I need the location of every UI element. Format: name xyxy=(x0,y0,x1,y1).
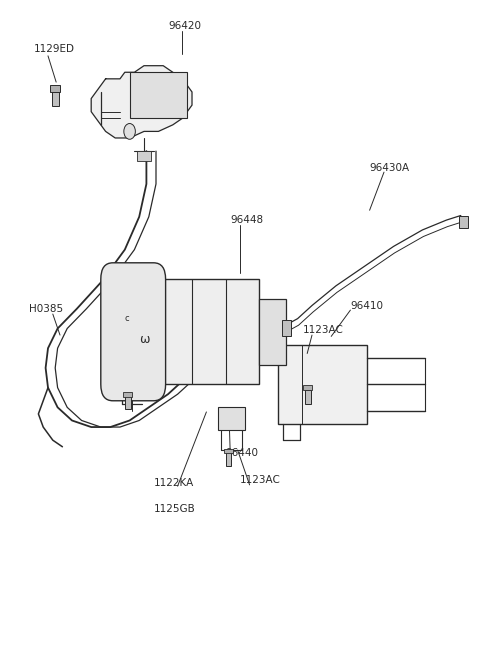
Text: 96410: 96410 xyxy=(350,300,384,311)
Bar xyxy=(226,452,231,466)
Bar xyxy=(50,85,60,92)
Text: H0385: H0385 xyxy=(29,304,63,314)
Text: 1123AC: 1123AC xyxy=(302,325,343,335)
Text: 1125GB: 1125GB xyxy=(154,504,195,514)
Bar xyxy=(154,279,259,384)
Bar xyxy=(278,345,367,424)
Bar xyxy=(52,92,59,106)
Circle shape xyxy=(124,124,135,139)
Bar xyxy=(259,299,286,365)
Text: 96440: 96440 xyxy=(226,448,259,459)
Bar xyxy=(282,320,291,336)
Bar xyxy=(130,72,187,118)
Bar xyxy=(137,151,151,161)
Bar xyxy=(459,216,468,228)
Text: 96430A: 96430A xyxy=(370,162,410,173)
Bar xyxy=(218,407,245,430)
Text: c: c xyxy=(125,314,130,323)
Bar xyxy=(305,390,311,404)
Text: 1123AC: 1123AC xyxy=(240,474,281,485)
Text: ω: ω xyxy=(139,333,149,346)
Bar xyxy=(123,392,132,397)
FancyBboxPatch shape xyxy=(101,263,166,401)
Bar xyxy=(303,385,312,390)
Text: 96420: 96420 xyxy=(168,21,201,32)
Polygon shape xyxy=(91,66,192,138)
Text: 1122KA: 1122KA xyxy=(154,478,194,488)
Bar xyxy=(224,449,233,453)
Bar xyxy=(125,396,131,409)
Text: 1129ED: 1129ED xyxy=(34,44,74,55)
Text: 96448: 96448 xyxy=(230,215,264,225)
